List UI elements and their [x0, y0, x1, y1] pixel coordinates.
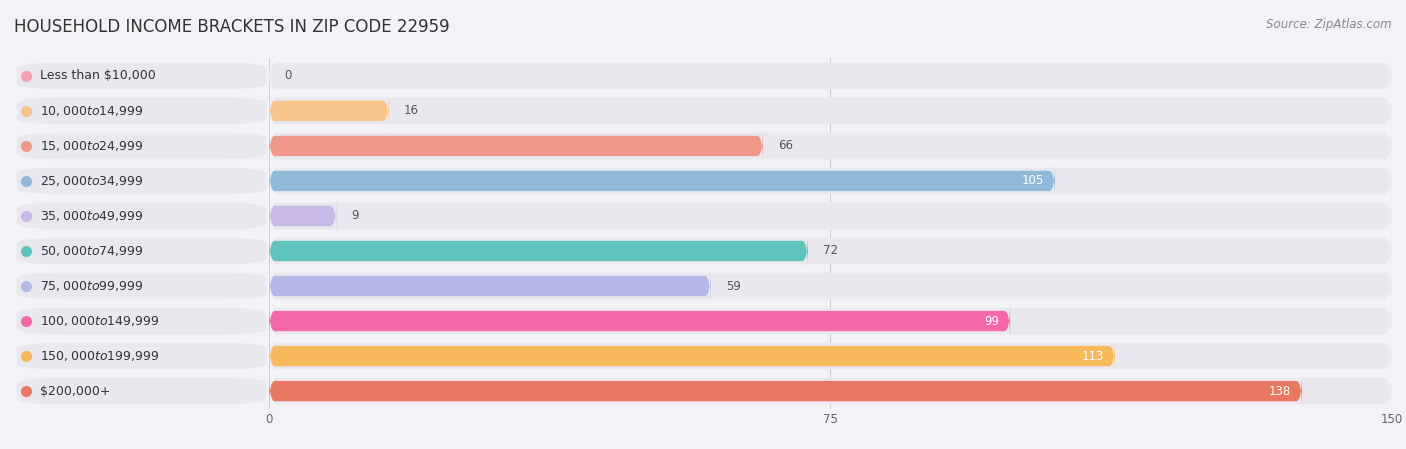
FancyBboxPatch shape [269, 303, 1010, 339]
FancyBboxPatch shape [269, 233, 808, 269]
Text: 113: 113 [1081, 350, 1104, 362]
Text: 9: 9 [352, 210, 359, 222]
FancyBboxPatch shape [269, 338, 1115, 374]
FancyBboxPatch shape [269, 89, 1392, 132]
FancyBboxPatch shape [17, 97, 266, 124]
Text: HOUSEHOLD INCOME BRACKETS IN ZIP CODE 22959: HOUSEHOLD INCOME BRACKETS IN ZIP CODE 22… [14, 18, 450, 36]
Text: $25,000 to $34,999: $25,000 to $34,999 [39, 174, 143, 188]
Text: $150,000 to $199,999: $150,000 to $199,999 [39, 349, 159, 363]
Text: $100,000 to $149,999: $100,000 to $149,999 [39, 314, 159, 328]
FancyBboxPatch shape [269, 93, 388, 129]
FancyBboxPatch shape [17, 132, 266, 159]
Text: 0: 0 [284, 70, 291, 82]
Text: 105: 105 [1022, 175, 1043, 187]
Text: Source: ZipAtlas.com: Source: ZipAtlas.com [1267, 18, 1392, 31]
FancyBboxPatch shape [17, 378, 266, 405]
FancyBboxPatch shape [269, 370, 1392, 413]
FancyBboxPatch shape [17, 343, 266, 370]
FancyBboxPatch shape [269, 268, 710, 304]
FancyBboxPatch shape [17, 308, 266, 335]
Text: 138: 138 [1268, 385, 1291, 397]
Text: 99: 99 [984, 315, 998, 327]
Text: 72: 72 [823, 245, 838, 257]
FancyBboxPatch shape [17, 202, 266, 229]
Text: Less than $10,000: Less than $10,000 [39, 70, 155, 82]
FancyBboxPatch shape [269, 335, 1392, 378]
Text: $75,000 to $99,999: $75,000 to $99,999 [39, 279, 143, 293]
Text: $200,000+: $200,000+ [39, 385, 110, 397]
Text: $10,000 to $14,999: $10,000 to $14,999 [39, 104, 143, 118]
FancyBboxPatch shape [269, 229, 1392, 273]
FancyBboxPatch shape [269, 159, 1392, 202]
FancyBboxPatch shape [17, 273, 266, 299]
FancyBboxPatch shape [269, 124, 1392, 167]
Text: 59: 59 [725, 280, 741, 292]
FancyBboxPatch shape [269, 373, 1302, 409]
FancyBboxPatch shape [269, 198, 336, 234]
Text: $50,000 to $74,999: $50,000 to $74,999 [39, 244, 143, 258]
Text: 66: 66 [778, 140, 793, 152]
FancyBboxPatch shape [269, 194, 1392, 238]
Text: 16: 16 [404, 105, 419, 117]
FancyBboxPatch shape [17, 238, 266, 264]
FancyBboxPatch shape [17, 62, 266, 89]
FancyBboxPatch shape [269, 264, 1392, 308]
FancyBboxPatch shape [269, 128, 763, 164]
Text: $35,000 to $49,999: $35,000 to $49,999 [39, 209, 143, 223]
Text: $15,000 to $24,999: $15,000 to $24,999 [39, 139, 143, 153]
FancyBboxPatch shape [269, 163, 1054, 199]
FancyBboxPatch shape [269, 299, 1392, 343]
FancyBboxPatch shape [17, 167, 266, 194]
FancyBboxPatch shape [269, 54, 1392, 97]
